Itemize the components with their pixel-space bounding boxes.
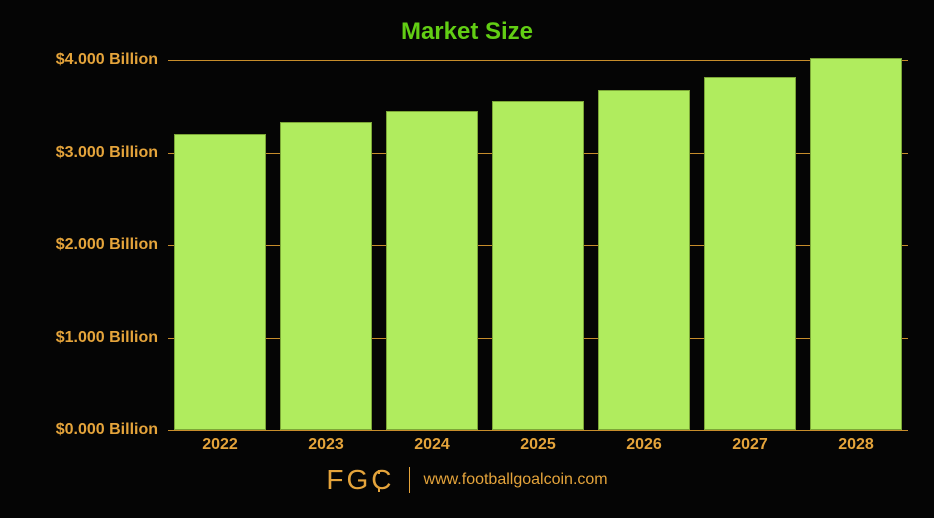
- x-axis-label: 2022: [174, 436, 266, 454]
- y-axis-label: $1.000 Billion: [8, 329, 158, 347]
- x-axis-label: 2026: [598, 436, 690, 454]
- y-axis-label: $4.000 Billion: [8, 51, 158, 69]
- bars-group: [168, 60, 908, 430]
- footer-url: www.footballgoalcoin.com: [424, 471, 608, 489]
- x-axis-label: 2023: [280, 436, 372, 454]
- footer-divider: [409, 467, 410, 493]
- y-axis-label: $2.000 Billion: [8, 236, 158, 254]
- bar: [810, 58, 902, 430]
- chart-title: Market Size: [0, 0, 934, 46]
- x-axis-label: 2024: [386, 436, 478, 454]
- x-axis-label: 2025: [492, 436, 584, 454]
- bar: [386, 111, 478, 430]
- x-axis: 2022 2023 2024 2025 2026 2027 2028: [168, 436, 908, 454]
- plot-area: [168, 60, 908, 430]
- y-axis-label: $0.000 Billion: [8, 421, 158, 439]
- bar: [280, 122, 372, 430]
- y-axis-label: $3.000 Billion: [8, 144, 158, 162]
- bar: [598, 90, 690, 430]
- bar: [492, 101, 584, 430]
- logo: FGC: [326, 466, 394, 494]
- bar: [704, 77, 796, 430]
- gridline: [168, 430, 908, 431]
- x-axis-label: 2027: [704, 436, 796, 454]
- footer: FGC www.footballgoalcoin.com: [0, 466, 934, 494]
- bar: [174, 134, 266, 430]
- chart-container: Market Size $4.000 Billion $3.000 Billio…: [0, 0, 934, 518]
- x-axis-label: 2028: [810, 436, 902, 454]
